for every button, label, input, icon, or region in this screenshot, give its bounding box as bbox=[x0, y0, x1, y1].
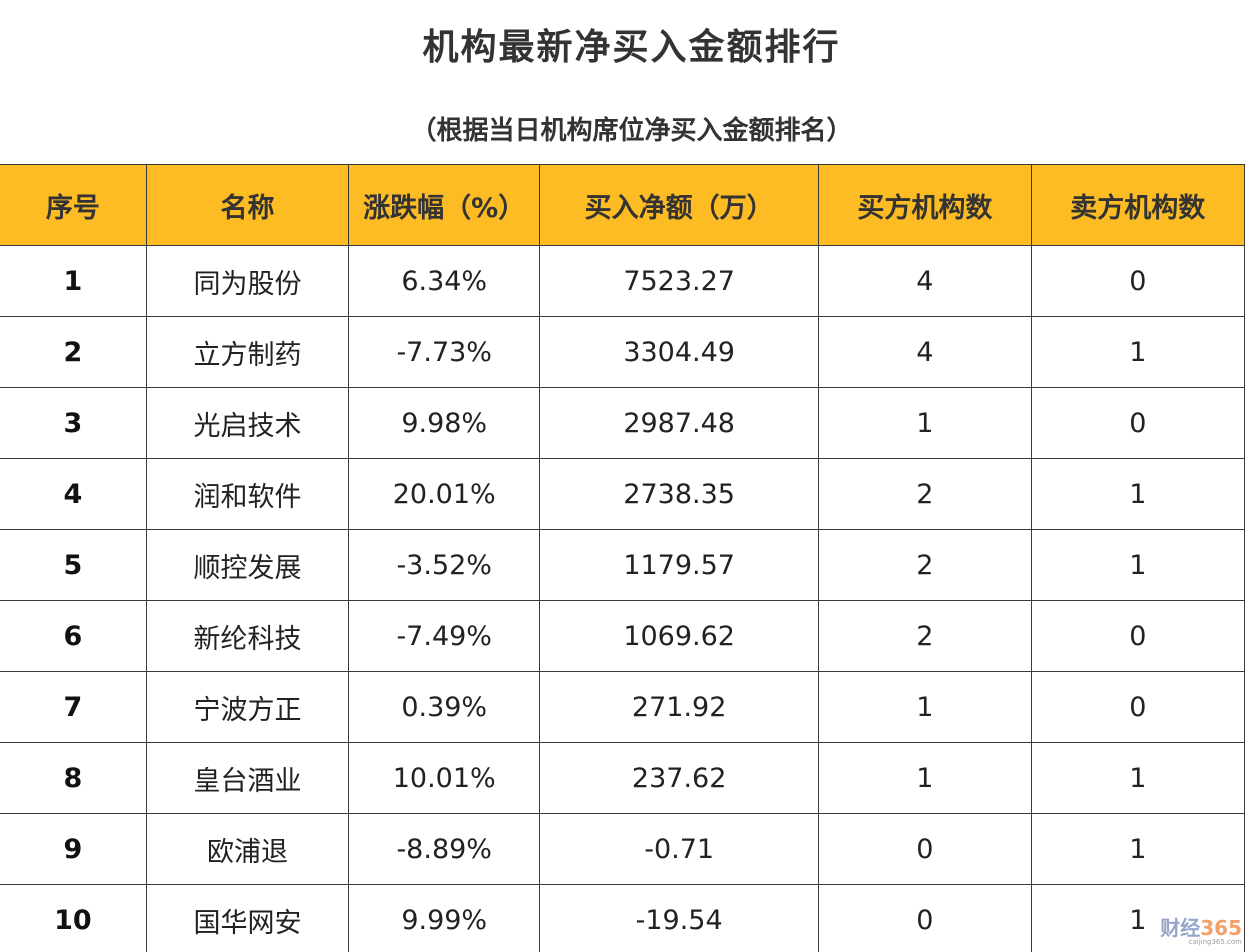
cell-change: 6.34% bbox=[348, 245, 541, 317]
cell-buyers: 2 bbox=[818, 458, 1032, 530]
cell-buyers: 1 bbox=[818, 387, 1032, 459]
cell-sellers: 1 bbox=[1030, 742, 1246, 814]
cell-name: 皇台酒业 bbox=[145, 742, 350, 814]
cell-name: 国华网安 bbox=[145, 884, 350, 952]
cell-name: 顺控发展 bbox=[145, 529, 350, 601]
table-row: 5 顺控发展 -3.52% 1179.57 2 1 bbox=[0, 529, 1246, 601]
cell-change: -7.49% bbox=[348, 600, 541, 672]
cell-net-buy: 271.92 bbox=[539, 671, 820, 743]
cell-buyers: 4 bbox=[818, 245, 1032, 317]
ranking-table: 序号 名称 涨跌幅（%） 买入净额（万） 买方机构数 卖方机构数 1 同为股份 6.… bbox=[0, 164, 1246, 952]
cell-buyers: 1 bbox=[818, 742, 1032, 814]
cell-buyers: 0 bbox=[818, 813, 1032, 885]
cell-name: 欧浦退 bbox=[145, 813, 350, 885]
cell-rank: 10 bbox=[0, 884, 147, 952]
cell-name: 宁波方正 bbox=[145, 671, 350, 743]
cell-sellers: 1 bbox=[1030, 529, 1246, 601]
cell-change: 10.01% bbox=[348, 742, 541, 814]
cell-rank: 4 bbox=[0, 458, 147, 530]
cell-rank: 7 bbox=[0, 671, 147, 743]
cell-sellers: 0 bbox=[1030, 245, 1246, 317]
col-header-change: 涨跌幅（%） bbox=[348, 164, 541, 246]
cell-sellers: 1 bbox=[1030, 316, 1246, 388]
table-row: 2 立方制药 -7.73% 3304.49 4 1 bbox=[0, 316, 1246, 388]
table-row: 1 同为股份 6.34% 7523.27 4 0 bbox=[0, 245, 1246, 317]
cell-sellers: 0 bbox=[1030, 387, 1246, 459]
cell-rank: 9 bbox=[0, 813, 147, 885]
cell-name: 新纶科技 bbox=[145, 600, 350, 672]
cell-change: -3.52% bbox=[348, 529, 541, 601]
cell-name: 润和软件 bbox=[145, 458, 350, 530]
cell-net-buy: -0.71 bbox=[539, 813, 820, 885]
watermark-logo: 财经365 caijing365.com bbox=[1160, 918, 1242, 946]
cell-net-buy: 2738.35 bbox=[539, 458, 820, 530]
cell-change: -8.89% bbox=[348, 813, 541, 885]
cell-buyers: 2 bbox=[818, 600, 1032, 672]
cell-buyers: 4 bbox=[818, 316, 1032, 388]
table-row: 7 宁波方正 0.39% 271.92 1 0 bbox=[0, 671, 1246, 743]
cell-change: 9.99% bbox=[348, 884, 541, 952]
table-subtitle: （根据当日机构席位净买入金额排名） bbox=[410, 116, 853, 146]
cell-sellers: 1 bbox=[1030, 884, 1246, 952]
table-row: 3 光启技术 9.98% 2987.48 1 0 bbox=[0, 387, 1246, 459]
cell-sellers: 1 bbox=[1030, 813, 1246, 885]
col-header-rank: 序号 bbox=[0, 164, 147, 246]
cell-net-buy: 7523.27 bbox=[539, 245, 820, 317]
cell-change: 9.98% bbox=[348, 387, 541, 459]
cell-net-buy: 3304.49 bbox=[539, 316, 820, 388]
cell-rank: 3 bbox=[0, 387, 147, 459]
table-row: 10 国华网安 9.99% -19.54 0 1 bbox=[0, 884, 1246, 952]
cell-change: 20.01% bbox=[348, 458, 541, 530]
cell-net-buy: 2987.48 bbox=[539, 387, 820, 459]
watermark-brand: 财经 bbox=[1160, 916, 1201, 940]
cell-buyers: 1 bbox=[818, 671, 1032, 743]
table-body: 1 同为股份 6.34% 7523.27 4 0 2 立方制药 -7.73% 3304.49 4 1 3… bbox=[0, 245, 1246, 952]
watermark-number: 365 bbox=[1200, 916, 1242, 940]
col-header-net-buy: 买入净额（万） bbox=[539, 164, 820, 246]
table-row: 9 欧浦退 -8.89% -0.71 0 1 bbox=[0, 813, 1246, 885]
col-header-buyers: 买方机构数 bbox=[818, 164, 1032, 246]
cell-rank: 5 bbox=[0, 529, 147, 601]
cell-name: 立方制药 bbox=[145, 316, 350, 388]
cell-net-buy: 237.62 bbox=[539, 742, 820, 814]
table-row: 6 新纶科技 -7.49% 1069.62 2 0 bbox=[0, 600, 1246, 672]
cell-net-buy: -19.54 bbox=[539, 884, 820, 952]
cell-name: 光启技术 bbox=[145, 387, 350, 459]
table-row: 4 润和软件 20.01% 2738.35 2 1 bbox=[0, 458, 1246, 530]
cell-change: 0.39% bbox=[348, 671, 541, 743]
table-row: 8 皇台酒业 10.01% 237.62 1 1 bbox=[0, 742, 1246, 814]
cell-sellers: 1 bbox=[1030, 458, 1246, 530]
cell-rank: 6 bbox=[0, 600, 147, 672]
cell-name: 同为股份 bbox=[145, 245, 350, 317]
col-header-sellers: 卖方机构数 bbox=[1030, 164, 1246, 246]
cell-buyers: 2 bbox=[818, 529, 1032, 601]
cell-buyers: 0 bbox=[818, 884, 1032, 952]
cell-rank: 2 bbox=[0, 316, 147, 388]
cell-sellers: 0 bbox=[1030, 600, 1246, 672]
cell-rank: 1 bbox=[0, 245, 147, 317]
table-title: 机构最新净买入金额排行 bbox=[422, 27, 841, 68]
cell-net-buy: 1069.62 bbox=[539, 600, 820, 672]
cell-change: -7.73% bbox=[348, 316, 541, 388]
header-row: 序号 名称 涨跌幅（%） 买入净额（万） 买方机构数 卖方机构数 bbox=[0, 164, 1246, 246]
watermark-url: caijing365.com bbox=[1188, 938, 1242, 946]
cell-net-buy: 1179.57 bbox=[539, 529, 820, 601]
cell-sellers: 0 bbox=[1030, 671, 1246, 743]
cell-rank: 8 bbox=[0, 742, 147, 814]
col-header-name: 名称 bbox=[145, 164, 350, 246]
